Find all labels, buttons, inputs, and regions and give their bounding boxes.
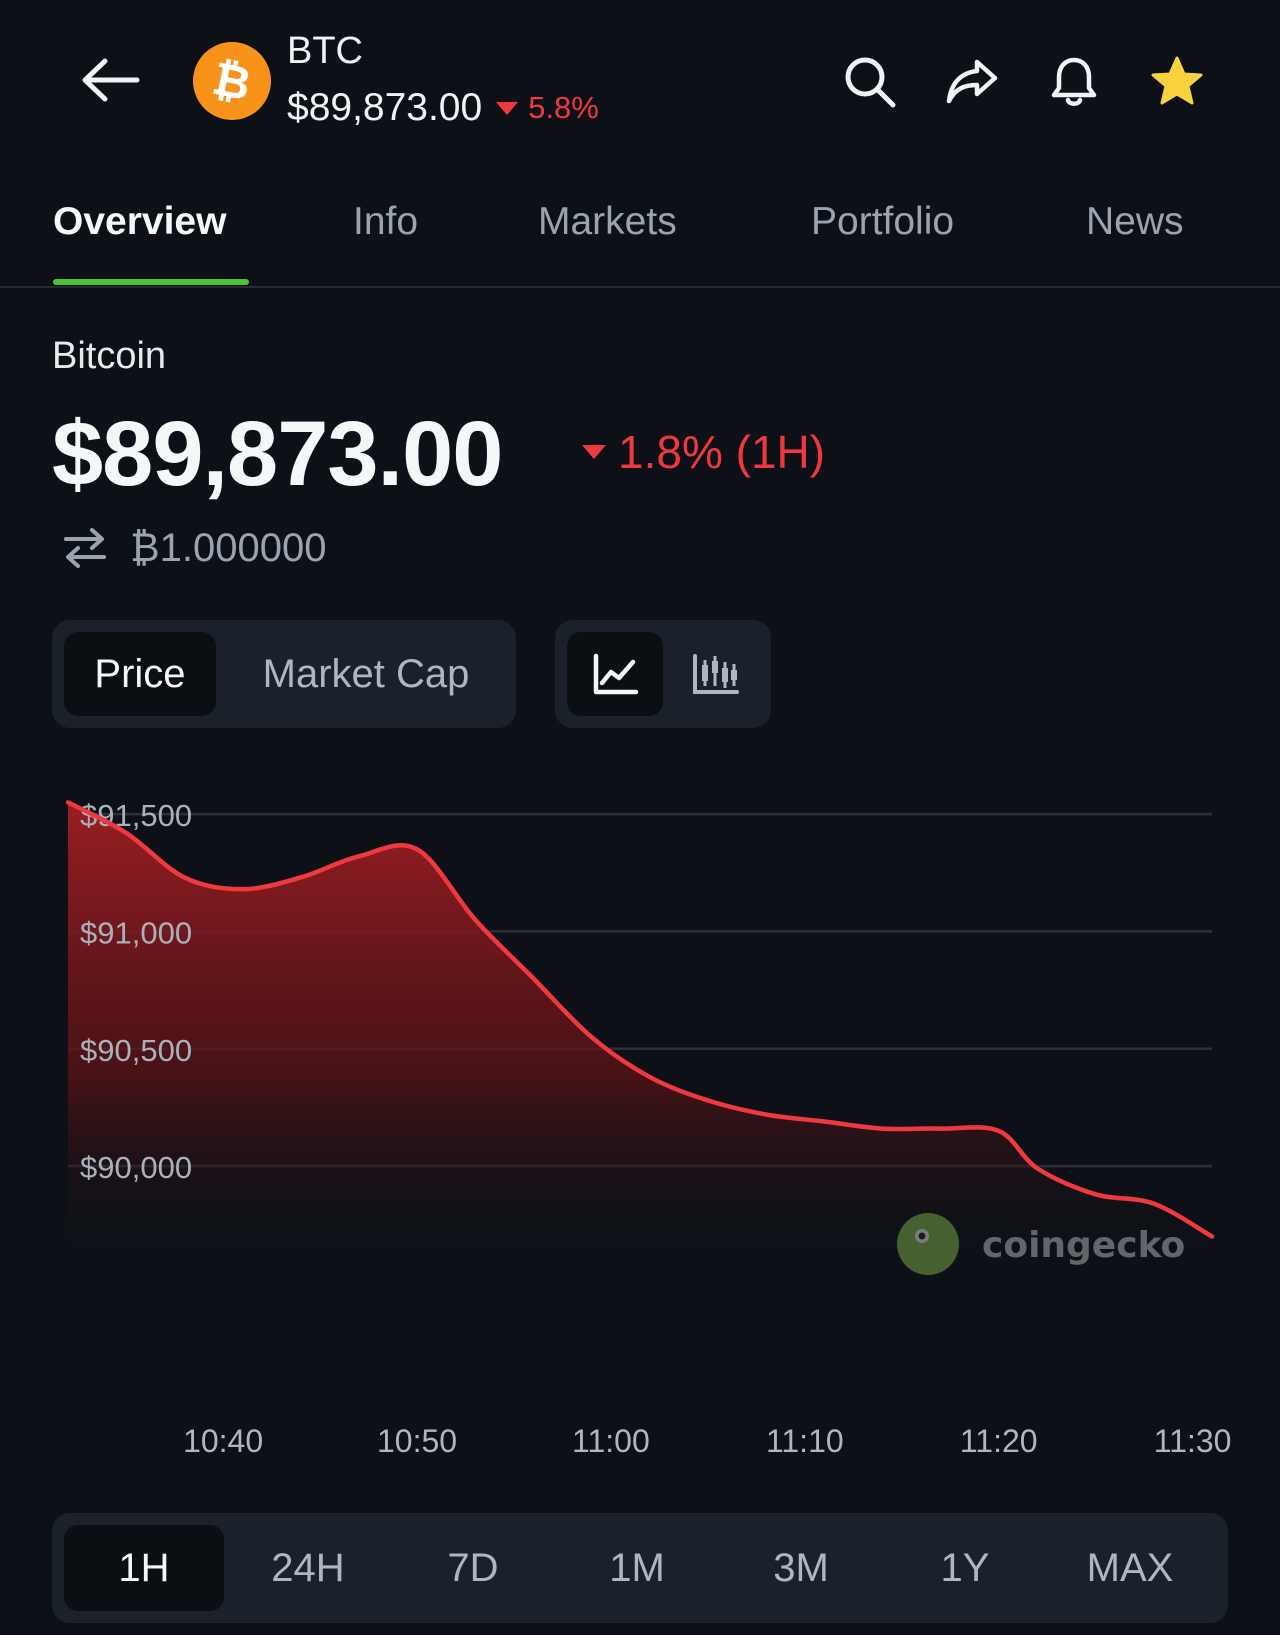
price-change-row: 1.8% (1H) bbox=[582, 425, 825, 479]
header-symbol: BTC bbox=[287, 30, 363, 72]
alert-button[interactable] bbox=[1042, 50, 1106, 114]
search-button[interactable] bbox=[838, 50, 902, 114]
tab-info[interactable]: Info bbox=[353, 200, 419, 243]
price-change: 1.8% (1H) bbox=[618, 426, 826, 478]
data-point[interactable] bbox=[527, 972, 539, 984]
data-point[interactable] bbox=[702, 1094, 714, 1106]
header-price-row: $89,873.00 5.8% bbox=[287, 86, 599, 130]
price-chart[interactable]: $91,500$91,000$90,500$90,000 coingecko bbox=[0, 800, 1280, 1340]
data-point[interactable] bbox=[1090, 1188, 1102, 1200]
back-button[interactable] bbox=[70, 45, 150, 115]
x-tick-label: 11:20 bbox=[959, 1423, 1038, 1459]
range-button-1y[interactable]: 1Y bbox=[940, 1545, 990, 1590]
range-button-24h[interactable]: 24H bbox=[271, 1545, 345, 1590]
back-arrow-icon bbox=[82, 58, 140, 102]
tab-overview[interactable]: Overview bbox=[53, 200, 227, 243]
y-tick-label: $90,000 bbox=[80, 1150, 192, 1185]
tab-portfolio[interactable]: Portfolio bbox=[811, 200, 955, 243]
data-point[interactable] bbox=[818, 1116, 830, 1128]
tab-bar: Overview Info Markets Portfolio News bbox=[0, 180, 1280, 288]
line-chart-icon bbox=[593, 653, 639, 695]
coingecko-watermark-text: coingecko bbox=[982, 1225, 1185, 1266]
data-point[interactable] bbox=[411, 843, 423, 855]
data-point[interactable] bbox=[644, 1071, 656, 1083]
line-chart-button[interactable] bbox=[567, 632, 663, 716]
bell-icon bbox=[1051, 57, 1097, 106]
conversion-row: ₿1.000000 bbox=[62, 525, 326, 571]
x-tick-label: 10:40 bbox=[183, 1423, 264, 1459]
active-tab-indicator bbox=[53, 279, 249, 285]
data-point[interactable] bbox=[1206, 1231, 1218, 1243]
btc-amount: ₿1.000000 bbox=[130, 525, 327, 570]
search-icon bbox=[845, 57, 896, 108]
x-tick-label: 11:10 bbox=[765, 1423, 844, 1459]
price-line bbox=[65, 800, 1215, 1239]
y-tick-label: $91,000 bbox=[80, 915, 192, 950]
price-toggle-button[interactable]: Price bbox=[64, 632, 216, 716]
data-point[interactable] bbox=[295, 871, 307, 883]
x-tick-label: 11:30 bbox=[1153, 1423, 1232, 1459]
range-button-3m[interactable]: 3M bbox=[773, 1545, 829, 1590]
header-change: 5.8% bbox=[528, 90, 599, 125]
bitcoin-icon: ₿ bbox=[208, 50, 256, 112]
tab-markets[interactable]: Markets bbox=[538, 200, 677, 243]
data-point[interactable] bbox=[469, 914, 481, 926]
data-point[interactable] bbox=[586, 1031, 598, 1043]
coingecko-watermark: coingecko bbox=[897, 1213, 1185, 1275]
range-button-1h[interactable]: 1H bbox=[64, 1525, 224, 1611]
coin-price: $89,873.00 bbox=[52, 403, 503, 505]
y-tick-label: $90,500 bbox=[80, 1033, 192, 1068]
coin-name: Bitcoin bbox=[52, 335, 167, 377]
metric-toggle: Price Market Cap bbox=[52, 620, 516, 728]
data-point[interactable] bbox=[876, 1123, 888, 1135]
range-button-7d[interactable]: 7D bbox=[447, 1545, 499, 1590]
market-cap-toggle-button[interactable]: Market Cap bbox=[262, 651, 470, 696]
star-icon bbox=[1151, 56, 1203, 105]
x-tick-label: 10:50 bbox=[376, 1423, 458, 1459]
time-range-selector: 1H 24H 7D 1M 3M 1Y MAX bbox=[52, 1513, 1228, 1623]
tab-news[interactable]: News bbox=[1086, 200, 1184, 243]
data-point[interactable] bbox=[120, 827, 132, 839]
down-triangle-icon bbox=[582, 445, 606, 459]
price-area-fill bbox=[68, 802, 1212, 1260]
chart-type-toggle bbox=[555, 620, 771, 728]
data-point[interactable] bbox=[935, 1123, 947, 1135]
x-tick-label: 11:00 bbox=[572, 1423, 650, 1459]
btc-logo: ₿ bbox=[193, 42, 271, 120]
data-point[interactable] bbox=[353, 850, 365, 862]
candlestick-chart-button[interactable] bbox=[667, 632, 763, 716]
range-button-max[interactable]: MAX bbox=[1086, 1545, 1174, 1590]
range-button-1m[interactable]: 1M bbox=[609, 1545, 665, 1590]
data-point[interactable] bbox=[178, 871, 190, 883]
data-point[interactable] bbox=[1031, 1162, 1043, 1174]
data-point[interactable] bbox=[993, 1125, 1005, 1137]
header-price: $89,873.00 bbox=[287, 86, 483, 129]
share-button[interactable] bbox=[940, 50, 1004, 114]
candlestick-chart-icon bbox=[693, 654, 739, 694]
share-icon bbox=[946, 59, 998, 104]
data-point[interactable] bbox=[1148, 1198, 1160, 1210]
down-triangle-icon bbox=[496, 101, 519, 115]
swap-arrows-icon[interactable] bbox=[62, 525, 108, 571]
favorite-button[interactable] bbox=[1145, 50, 1209, 114]
data-point[interactable] bbox=[237, 883, 249, 895]
data-point[interactable] bbox=[760, 1108, 772, 1120]
